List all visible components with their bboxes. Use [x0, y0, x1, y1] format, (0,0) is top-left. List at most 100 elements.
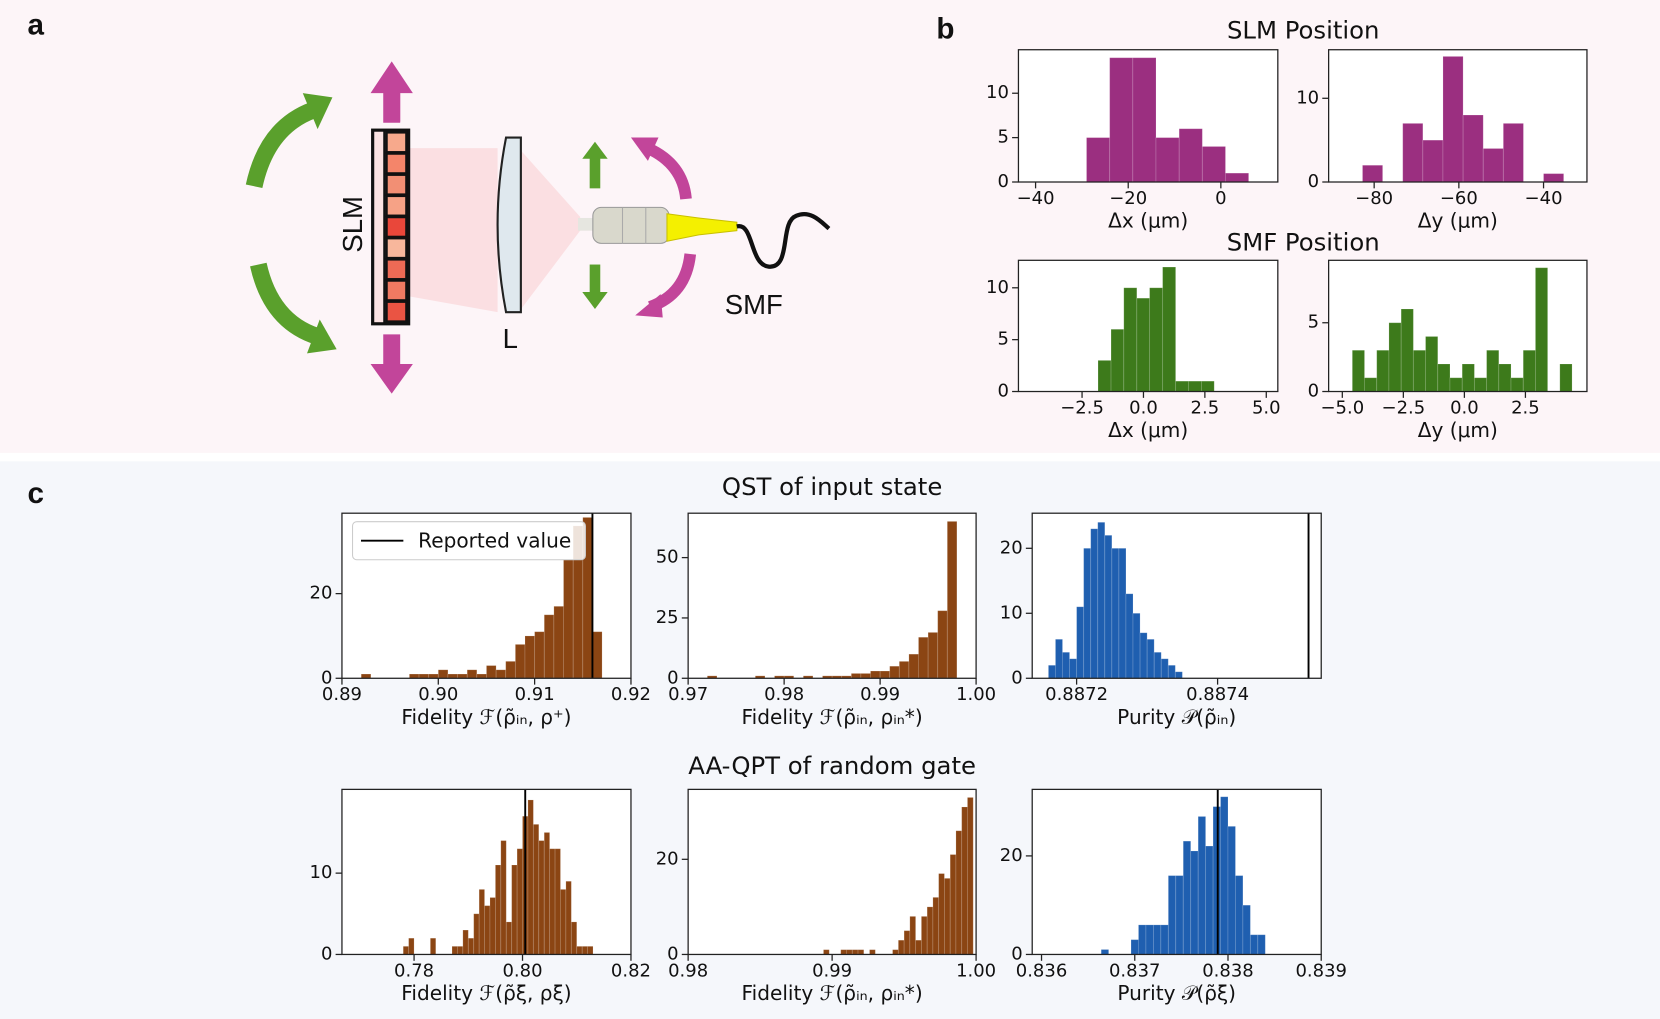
diagram-label: SMF [725, 289, 783, 320]
plot-frame [1017, 49, 1279, 183]
diagram-label: SLM [337, 196, 368, 253]
bar [1160, 658, 1169, 679]
x-tick-label: 1.00 [956, 684, 996, 705]
bar [543, 614, 555, 679]
fiber-cable [736, 212, 831, 269]
x-axis-label: Δx (μm) [1108, 418, 1188, 442]
x-axis-label: Δy (μm) [1418, 209, 1498, 233]
histogram-chart: 0.89 0.90 0.91 0.92 0 20 Fidelity ℱ(ρ̃ᵢₙ, ρ⁺) R… [310, 512, 651, 729]
bar [1174, 671, 1183, 679]
bar [1201, 380, 1215, 392]
bar [1242, 904, 1251, 955]
plot-frame [341, 512, 632, 679]
x-tick-label: −40 [1017, 188, 1055, 209]
bar [937, 610, 948, 679]
y-tick-label: 0 [997, 171, 1008, 192]
bar [570, 921, 578, 955]
bar [553, 605, 564, 679]
bar [451, 945, 458, 955]
bar [429, 937, 437, 955]
bar [581, 945, 589, 955]
x-tick-label: 0.98 [764, 684, 804, 705]
bar [524, 635, 536, 679]
setup-diagram: SLM L SMF [245, 61, 831, 394]
y-tick-label: 0 [1308, 171, 1319, 192]
bar [549, 848, 556, 955]
plot-frame [1031, 512, 1322, 679]
group-title: QST of input state [722, 472, 942, 501]
bar [1227, 825, 1236, 955]
histogram-chart: 0.98 0.99 1.00 0 20 Fidelity ℱ(ρ̃ᵢₙ, ρᵢₙ*) [656, 788, 996, 1005]
bar [1153, 651, 1162, 679]
y-tick-label: 10 [310, 862, 333, 883]
bar [1083, 547, 1092, 679]
bar [1402, 122, 1424, 183]
x-tick-label: −2.5 [1382, 397, 1426, 418]
bar [1167, 664, 1176, 679]
x-tick-label: 0.89 [322, 684, 362, 705]
x-tick-label: 0.92 [611, 684, 651, 705]
x-tick-label: 0.836 [1016, 960, 1068, 981]
bar [879, 670, 891, 679]
y-tick-label: 50 [656, 547, 679, 568]
bar [1522, 349, 1536, 392]
bar [402, 945, 410, 955]
bar [840, 949, 847, 955]
bar [1187, 380, 1202, 392]
bar [1076, 606, 1085, 679]
bar [918, 636, 929, 679]
bar [1462, 114, 1484, 183]
bar [850, 673, 862, 679]
fiber-boot [666, 213, 738, 242]
bar [1498, 363, 1512, 392]
x-tick-label: 0.99 [860, 684, 900, 705]
arrow-head [307, 319, 337, 354]
beam-cone [518, 148, 581, 313]
bar [1220, 796, 1229, 955]
bar [1160, 924, 1169, 955]
bar [437, 669, 449, 679]
histogram-chart: 0.8872 0.8874 0 10 20 Purity 𝒫(ρ̃ᵢₙ) [1000, 512, 1322, 729]
bar [1412, 349, 1426, 392]
x-tick-label: 2.5 [1511, 397, 1540, 418]
bar [495, 669, 507, 679]
legend: Reported value [352, 521, 586, 561]
bar [467, 937, 475, 955]
x-tick-label: 0.97 [668, 684, 708, 705]
histogram-chart: 0.836 0.837 0.838 0.839 0 20 Purity 𝒫(ρ̃ξ) [1000, 788, 1347, 1005]
x-tick-label: 1.00 [956, 960, 996, 981]
x-axis-label: Δy (μm) [1418, 418, 1498, 442]
bar [1178, 128, 1203, 183]
bar [576, 945, 583, 955]
bar [1047, 664, 1056, 679]
bar [462, 929, 469, 955]
x-tick-label: 0.98 [668, 960, 708, 981]
plot-frame [1031, 788, 1322, 956]
x-tick-label: 0.0 [1450, 397, 1479, 418]
bar [505, 660, 516, 679]
bar [1167, 875, 1177, 955]
bar [860, 673, 871, 679]
arrow-head [582, 141, 608, 159]
arrow-shaft [589, 156, 601, 189]
rotation-arrow [645, 142, 692, 200]
y-tick-label: 10 [986, 277, 1009, 298]
bar [1442, 56, 1464, 183]
bar [1138, 924, 1147, 955]
x-axis-label: Purity 𝒫(ρ̃ξ) [1117, 981, 1236, 1005]
panel-label: a [28, 8, 45, 41]
bar [408, 937, 415, 955]
arrow-head [582, 292, 608, 309]
bar [1201, 146, 1226, 183]
bar [1473, 377, 1488, 392]
x-tick-label: 0.838 [1202, 960, 1254, 981]
histogram-chart: −40 −20 0 0 5 10 Δx (μm) [986, 49, 1279, 233]
bar [500, 840, 507, 955]
y-tick-label: 20 [1000, 537, 1023, 558]
bar [898, 660, 910, 679]
y-tick-label: 20 [310, 583, 333, 604]
x-tick-label: −80 [1355, 188, 1393, 209]
plot-frame [1017, 259, 1279, 393]
